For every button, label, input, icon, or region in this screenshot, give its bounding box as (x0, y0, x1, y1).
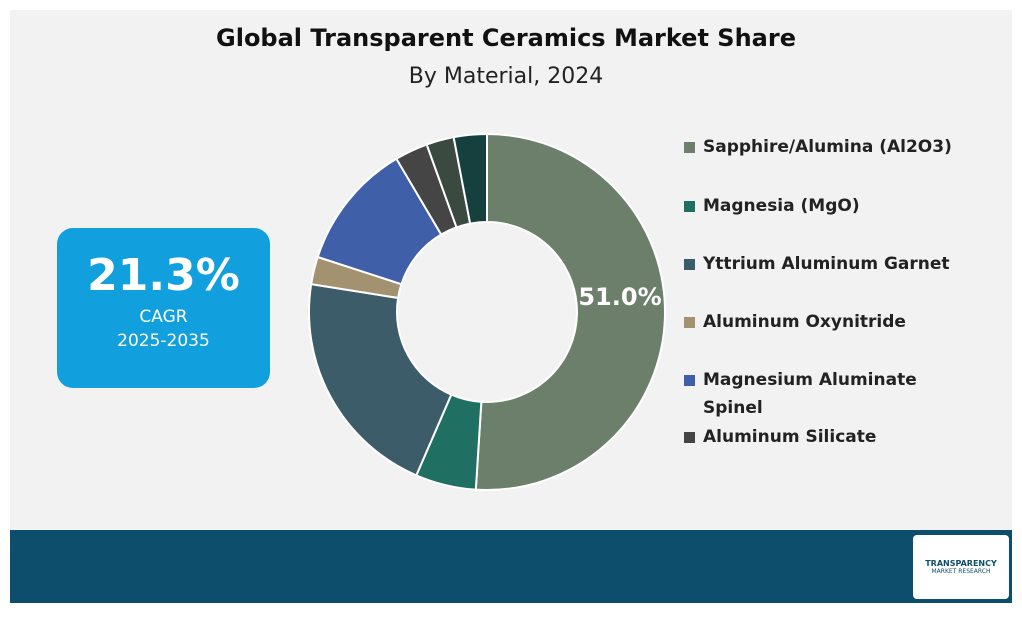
donut-slice (308, 283, 453, 477)
legend-item: Magnesium Aluminate Spinel (684, 366, 974, 422)
legend-label: Aluminum Oxynitride (703, 312, 906, 332)
legend-swatch (684, 432, 695, 443)
legend-label: Magnesium Aluminate Spinel (703, 370, 917, 418)
legend-label: Aluminum Silicate (703, 427, 877, 447)
kpi-value: 21.3% (87, 250, 240, 301)
chart-title: Global Transparent Ceramics Market Share (216, 24, 796, 52)
legend-item: Yttrium Aluminum Garnet (684, 250, 974, 278)
legend-label: Yttrium Aluminum Garnet (703, 254, 950, 274)
legend-item: Magnesia (MgO) (684, 192, 974, 220)
legend-swatch (684, 317, 695, 328)
logo: TRANSPARENCY MARKET RESEARCH (913, 535, 1009, 599)
chart-subtitle: By Material, 2024 (408, 64, 604, 89)
donut-slice (474, 132, 666, 491)
legend-swatch (684, 201, 695, 212)
legend-item: Aluminum Silicate (684, 423, 974, 451)
legend-swatch (684, 142, 695, 153)
legend-swatch (684, 259, 695, 270)
kpi-card: 21.3% CAGR 2025-2035 (57, 228, 270, 388)
legend-label: Magnesia (MgO) (703, 196, 860, 216)
kpi-period: 2025-2035 (117, 331, 210, 351)
donut-slice (452, 132, 488, 225)
data-label: 51.0% (578, 283, 661, 311)
logo-name: TRANSPARENCY (925, 559, 997, 568)
logo-sub: MARKET RESEARCH (931, 568, 991, 575)
legend-label: Sapphire/Alumina (Al2O3) (703, 137, 952, 157)
footer-band (10, 530, 1012, 603)
kpi-label: CAGR (139, 307, 188, 327)
legend-swatch (684, 375, 695, 386)
legend-item: Aluminum Oxynitride (684, 308, 974, 336)
legend-item: Sapphire/Alumina (Al2O3) (684, 133, 974, 161)
